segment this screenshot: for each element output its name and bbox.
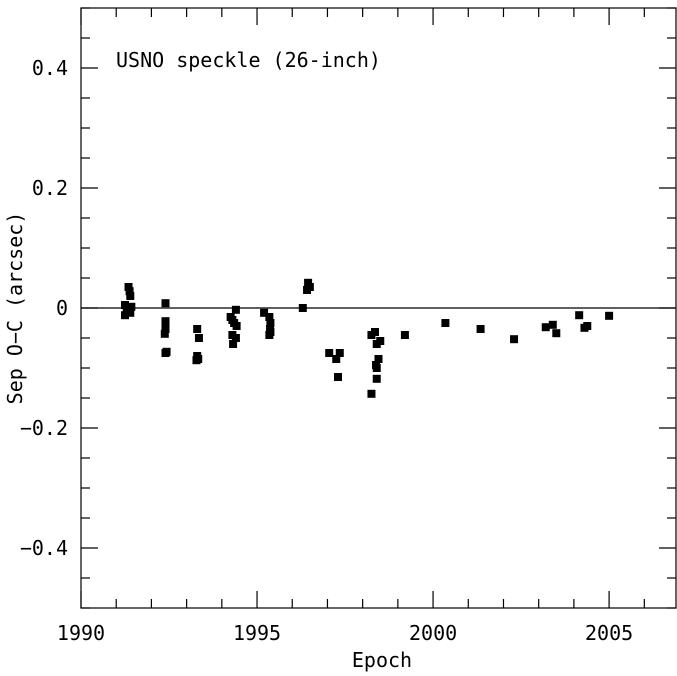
data-point [575, 311, 584, 320]
data-point [121, 311, 130, 320]
data-point [126, 292, 135, 300]
data-point [231, 334, 240, 342]
data-point [583, 322, 592, 330]
y-tick-label: −0.4 [20, 536, 68, 560]
data-point [161, 325, 170, 333]
data-point [335, 349, 344, 357]
data-point [548, 320, 557, 329]
data-point [304, 278, 313, 287]
data-point [372, 364, 381, 372]
axis-ticks [80, 7, 676, 609]
data-point [229, 340, 238, 348]
data-point [334, 373, 343, 381]
data-point [266, 319, 275, 327]
y-axis-title: Sep O−C (arcsec) [3, 212, 27, 405]
data-point [161, 299, 170, 308]
data-point [476, 325, 485, 333]
data-point [160, 329, 169, 338]
y-tick-label: 0 [56, 296, 68, 320]
data-point [161, 317, 170, 326]
data-point [124, 283, 133, 291]
data-point [266, 328, 275, 336]
data-point [372, 374, 381, 383]
data-point [162, 347, 171, 356]
data-point [376, 337, 385, 345]
data-point [552, 329, 561, 338]
data-point [126, 308, 135, 317]
data-point [231, 305, 240, 314]
data-point [298, 304, 307, 312]
data-point [122, 304, 131, 312]
y-tick-label: 0.2 [32, 176, 68, 200]
x-tick-label: 2000 [409, 621, 457, 645]
data-point [127, 302, 136, 311]
data-point [605, 311, 614, 320]
data-point [194, 334, 203, 342]
data-point [441, 319, 450, 327]
data-point [374, 355, 383, 363]
y-tick-label: −0.2 [20, 416, 68, 440]
x-tick-label: 1995 [233, 621, 281, 645]
data-point [265, 313, 274, 321]
data-point [260, 308, 269, 317]
data-point [367, 389, 376, 398]
data-point [305, 283, 314, 291]
x-axis-title: Epoch [352, 648, 412, 672]
data-point [510, 335, 519, 344]
y-tick-label: 0.4 [32, 56, 68, 80]
tick-labels: 1990 1995 2000 2005 0.4 0.2 0 −0.2 −0.4 [20, 56, 633, 645]
data-point [194, 355, 203, 363]
data-point [400, 331, 409, 339]
chart-annotation: USNO speckle (26-inch) [116, 48, 381, 72]
data-points [121, 278, 614, 398]
data-point [125, 287, 134, 296]
data-point [332, 355, 341, 363]
data-point [370, 328, 379, 336]
data-point [325, 349, 334, 357]
data-point [541, 323, 550, 332]
data-point [193, 325, 202, 333]
x-tick-label: 2005 [585, 621, 633, 645]
x-tick-label: 1990 [57, 621, 105, 645]
data-point [232, 322, 241, 330]
